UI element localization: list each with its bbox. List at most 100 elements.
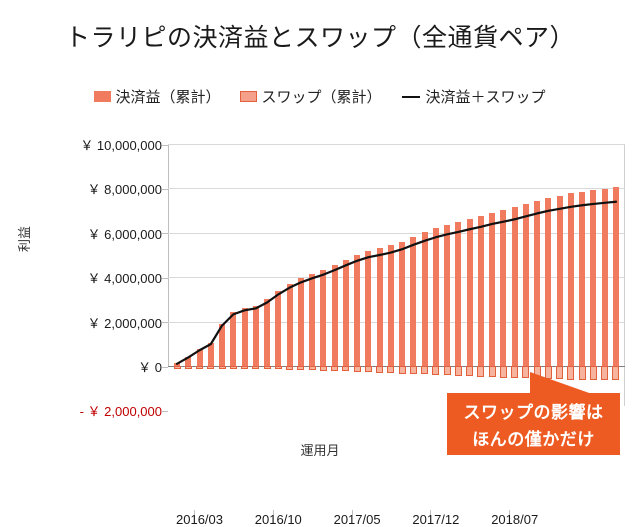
bar-profit [354, 255, 361, 366]
bar-swap [218, 366, 226, 369]
x-axis-zero-line [168, 366, 625, 367]
bar-profit [444, 225, 451, 366]
plot-gridlines [168, 144, 625, 406]
bar-profit [579, 191, 586, 366]
bar-swap [331, 366, 339, 372]
chart-title: トラリピの決済益とスワップ（全通貨ペア） [64, 24, 575, 52]
bar-profit [297, 278, 304, 366]
bar-swap [421, 366, 429, 375]
bar-swap [409, 366, 417, 374]
bar-profit [534, 200, 541, 366]
bar-swap [207, 366, 215, 369]
x-tick-mark-3 [430, 510, 432, 515]
bar-profit [545, 197, 552, 366]
y-tick-label-1: ￥ 8,000,000 [12, 179, 168, 198]
legend-item-total[interactable]: 決済益＋スワップ [401, 86, 546, 107]
plot-area: 2016/03 2016/10 2017/05 2017/12 2018/07 [168, 144, 625, 527]
bar-swap [432, 366, 440, 375]
bar-swap [364, 366, 372, 373]
legend-swatch-swap-icon [240, 91, 258, 102]
y-tick-label-3: ￥ 4,000,000 [12, 268, 168, 287]
bar-swap [229, 366, 237, 369]
legend-swatch-profit-icon [94, 91, 112, 102]
bar-swap [612, 366, 620, 381]
legend-label-swap: スワップ（累計） [261, 89, 382, 106]
callout-line-2: ほんの僅かだけ [472, 430, 595, 449]
bar-profit [522, 203, 529, 366]
bar-profit [556, 195, 563, 366]
chart-legend: 決済益（累計） スワップ（累計） 決済益＋スワップ [0, 86, 640, 107]
x-tick-label-0: 2016/03 [176, 512, 224, 527]
bar-swap [454, 366, 462, 376]
bar-swap [387, 366, 395, 374]
legend-label-profit: 決済益（累計） [115, 89, 221, 106]
bar-swap [511, 366, 519, 378]
chart-container: トラリピの決済益とスワップ（全通貨ペア） 決済益（累計） スワップ（累計） 決済… [0, 24, 640, 527]
bar-profit [590, 189, 597, 366]
legend-line-total-icon [401, 95, 420, 98]
legend-label-total: 決済益＋スワップ [425, 89, 546, 106]
swap-impact-callout: スワップの影響は ほんの僅かだけ [447, 393, 620, 455]
plot-right-border [624, 144, 625, 406]
bar-profit [455, 222, 462, 366]
x-tick-label-3: 2017/12 [412, 512, 460, 527]
y-tick-mark-3 [162, 277, 168, 279]
bar-profit [365, 251, 372, 366]
bar-swap [499, 366, 507, 378]
bar-profit [275, 290, 282, 366]
bar-swap [274, 366, 282, 370]
bar-swap [522, 366, 530, 379]
bar-series-group [168, 144, 625, 406]
x-tick-mark-1 [272, 510, 274, 515]
total-line-path [175, 200, 618, 365]
bar-profit [342, 259, 349, 366]
gridline-1 [168, 188, 625, 190]
bar-profit [500, 210, 507, 366]
bar-swap [263, 366, 271, 370]
legend-item-profit[interactable]: 決済益（累計） [94, 86, 220, 107]
x-tick-label-2: 2017/05 [333, 512, 381, 527]
bar-profit [466, 219, 473, 366]
y-tick-label-4: ￥ 2,000,000 [12, 313, 168, 332]
bar-profit [196, 349, 203, 366]
bar-profit [567, 193, 574, 366]
gridline-4 [168, 321, 625, 323]
bar-profit [331, 265, 338, 366]
bar-profit [207, 342, 214, 366]
callout-line-1: スワップの影響は [463, 403, 604, 422]
x-tick-mark-4 [509, 510, 511, 515]
y-axis-line [168, 144, 169, 366]
bar-swap [297, 366, 305, 371]
bar-swap [398, 366, 406, 374]
x-tick-label-1: 2016/10 [254, 512, 302, 527]
x-tick-mark-2 [351, 510, 353, 515]
y-tick-mark-1 [162, 188, 168, 190]
bar-swap [184, 366, 192, 369]
bar-profit [320, 269, 327, 366]
x-tick-mark-0 [194, 510, 196, 515]
bar-profit [286, 283, 293, 366]
bar-swap [601, 366, 609, 381]
legend-item-swap[interactable]: スワップ（累計） [240, 86, 382, 107]
callout-pointer-icon [530, 372, 592, 394]
y-tick-label-0: ￥ 10,000,000 [12, 135, 168, 154]
y-tick-mark-4 [162, 322, 168, 324]
gridline-3 [168, 277, 625, 279]
bar-profit [601, 188, 608, 366]
bar-swap [443, 366, 451, 376]
bar-profit [489, 212, 496, 366]
bar-profit [477, 216, 484, 366]
bar-swap [241, 366, 249, 369]
bar-profit [230, 312, 237, 366]
y-tick-mark-6 [162, 410, 168, 412]
bar-profit [399, 241, 406, 366]
x-tick-label-4: 2018/07 [491, 512, 539, 527]
bar-profit [432, 228, 439, 366]
y-tick-label-5: ￥ 0 [12, 357, 168, 376]
bar-swap [488, 366, 496, 378]
bar-swap [196, 366, 204, 369]
bar-profit [421, 232, 428, 366]
bar-swap [252, 366, 260, 369]
bar-profit [410, 236, 417, 366]
total-line-series [175, 200, 618, 365]
